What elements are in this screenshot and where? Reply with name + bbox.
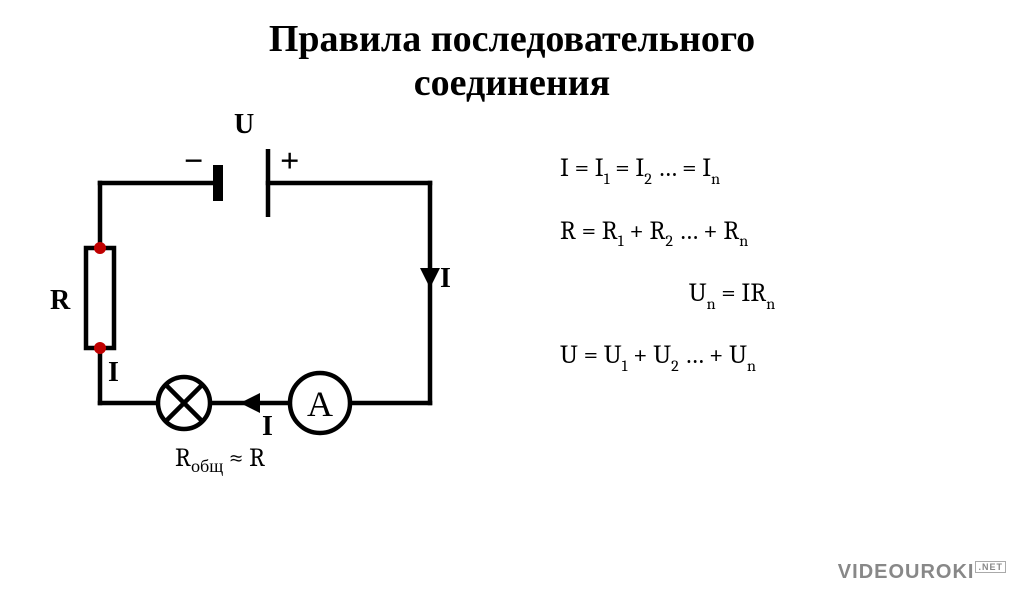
watermark-suffix: .NET	[975, 561, 1006, 573]
watermark-text: VIDEOUROKI	[838, 561, 975, 583]
circuit-diagram: U − + I I I R A Rобщ ≈ R	[0, 113, 520, 483]
label-plus: +	[280, 143, 299, 181]
page-title: Правила последовательного соединения	[0, 18, 1024, 105]
label-A: A	[307, 383, 333, 425]
watermark: VIDEOUROKI.NET	[838, 561, 1006, 584]
formula-un: Un = IRn	[560, 278, 1024, 312]
label-I-bottom: I	[262, 411, 273, 443]
formula-resistance: R = R1 + R2 … + Rn	[560, 216, 1024, 250]
label-R: R	[50, 285, 70, 317]
label-U: U	[234, 109, 254, 141]
content-row: U − + I I I R A Rобщ ≈ R I = I1 = I2 … =…	[0, 113, 1024, 483]
circuit-caption: Rобщ ≈ R	[175, 443, 265, 477]
circuit-svg	[0, 113, 520, 483]
formulas-panel: I = I1 = I2 … = In R = R1 + R2 … + Rn Un…	[520, 113, 1024, 483]
label-I-left: I	[108, 357, 119, 389]
label-I-right: I	[440, 263, 451, 295]
title-line-1: Правила последовательного	[269, 18, 755, 60]
title-line-2: соединения	[414, 62, 610, 104]
formula-current: I = I1 = I2 … = In	[560, 153, 1024, 187]
formula-voltage: U = U1 + U2 … + Un	[560, 340, 1024, 374]
label-minus: −	[184, 143, 203, 181]
